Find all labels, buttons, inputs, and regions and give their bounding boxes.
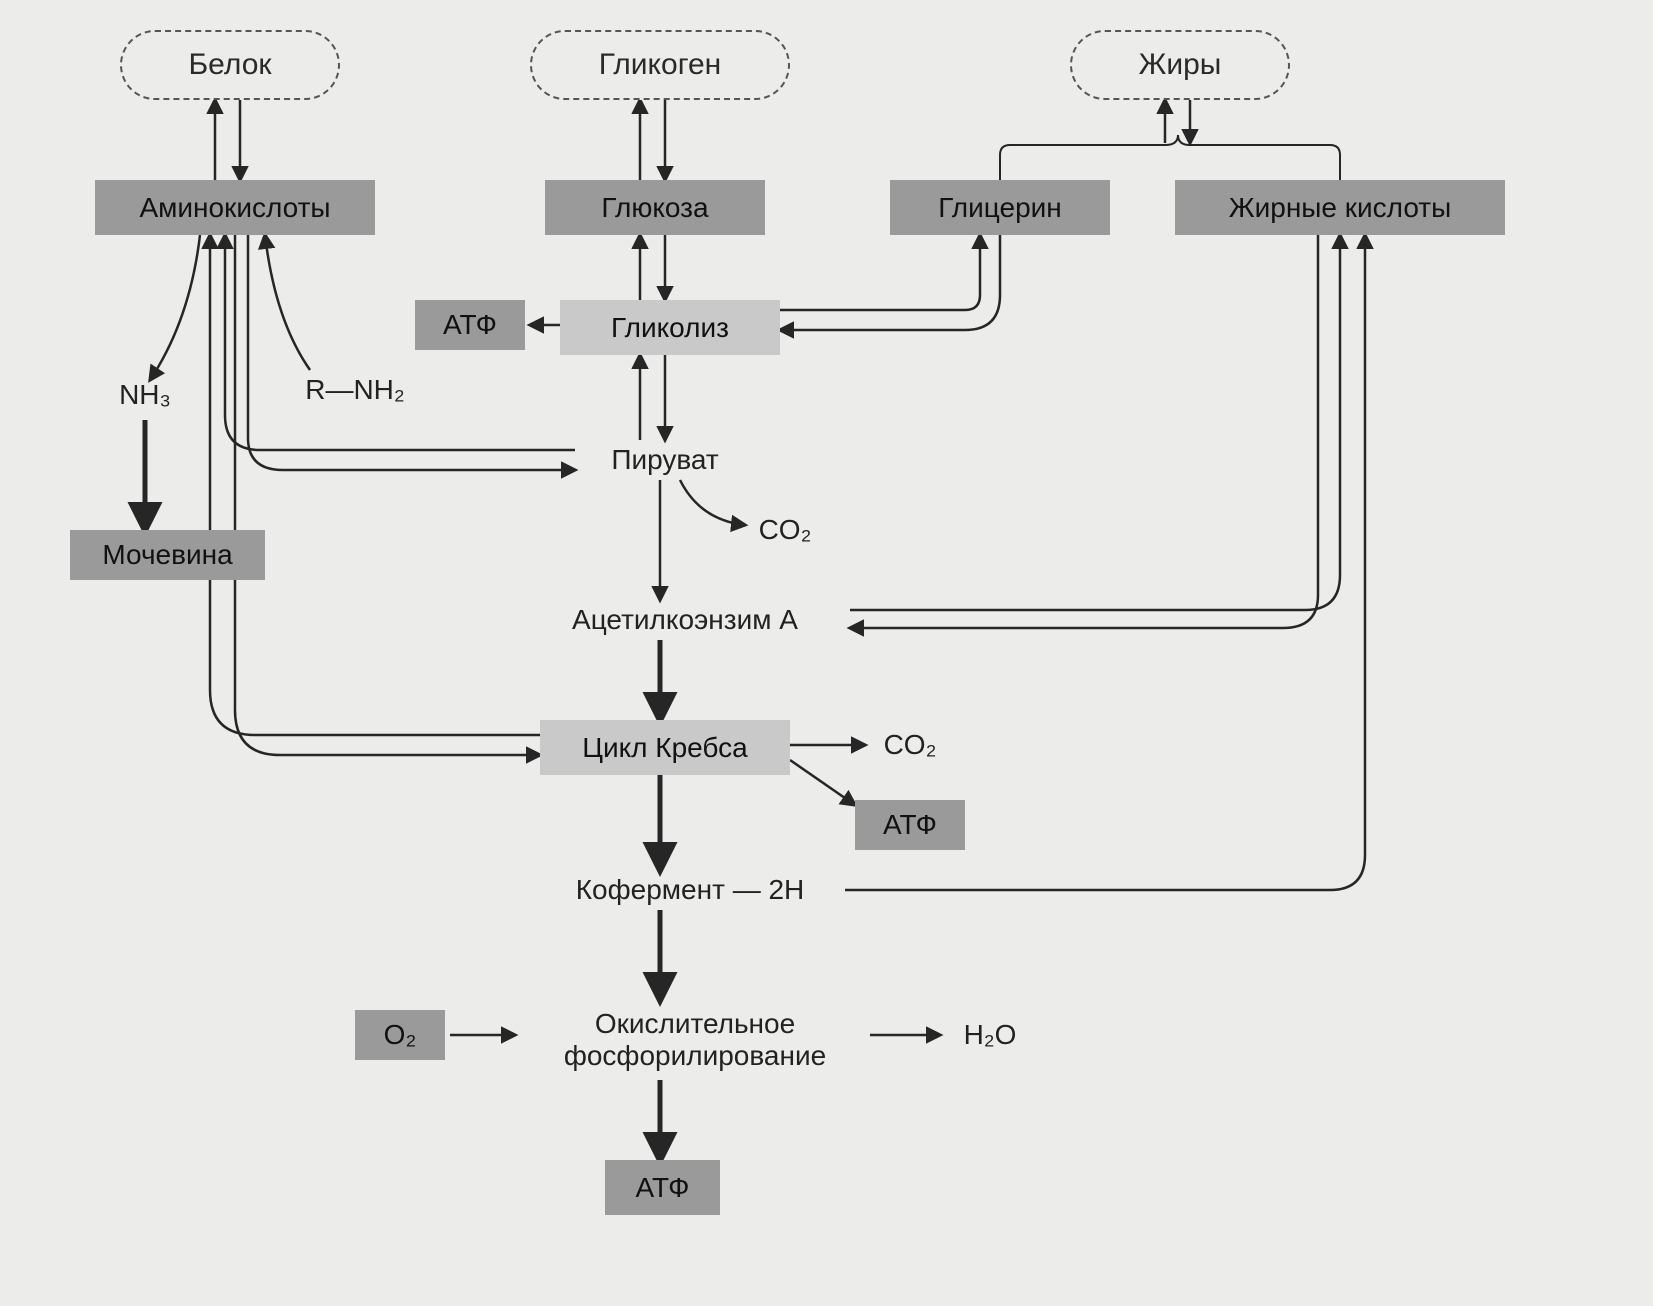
node-rnh2: R—NH₂ — [290, 370, 420, 410]
node-co2-1: CO₂ — [745, 510, 825, 550]
node-co2-2: CO₂ — [870, 725, 950, 765]
node-acetylcoa: Ацетилкоэнзим А — [525, 600, 845, 640]
edge-fats-bracket — [1000, 135, 1340, 180]
node-glycogen: Гликоген — [530, 30, 790, 100]
node-pyruvate: Пируват — [580, 440, 750, 480]
node-atp1: АТФ — [415, 300, 525, 350]
node-glycolysis: Гликолиз — [560, 300, 780, 355]
node-urea: Мочевина — [70, 530, 265, 580]
node-atp3: АТФ — [605, 1160, 720, 1215]
edge-krebs-atp — [790, 760, 855, 805]
node-fats: Жиры — [1070, 30, 1290, 100]
edge-glycolysis-glycerin — [780, 235, 980, 310]
node-h2o: H₂O — [945, 1015, 1035, 1055]
node-aminoacids: Аминокислоты — [95, 180, 375, 235]
edge-acoa-fatty — [850, 235, 1340, 610]
node-o2: O₂ — [355, 1010, 445, 1060]
node-coenzyme2h: Кофермент — 2Н — [540, 870, 840, 910]
node-nh3: NH₃ — [105, 375, 185, 415]
edge-pyr-co2 — [680, 480, 745, 525]
edge-aa-nh3 — [150, 235, 200, 380]
edge-aa-pyr — [248, 235, 575, 470]
node-glucose: Глюкоза — [545, 180, 765, 235]
node-fattyacids: Жирные кислоты — [1175, 180, 1505, 235]
edge-fatty-acoa — [850, 235, 1318, 628]
node-glycerin: Глицерин — [890, 180, 1110, 235]
edge-rnh2-aa — [265, 235, 310, 370]
node-atp2: АТФ — [855, 800, 965, 850]
diagram-canvas: Белок Гликоген Жиры Аминокислоты Глюкоза… — [0, 0, 1653, 1306]
node-oxphos: Окислительноефосфорилирование — [520, 1000, 870, 1080]
edge-glycerin-glycolysis — [780, 235, 1000, 330]
edge-coenz-fatty — [845, 235, 1365, 890]
node-krebs: Цикл Кребса — [540, 720, 790, 775]
node-protein: Белок — [120, 30, 340, 100]
